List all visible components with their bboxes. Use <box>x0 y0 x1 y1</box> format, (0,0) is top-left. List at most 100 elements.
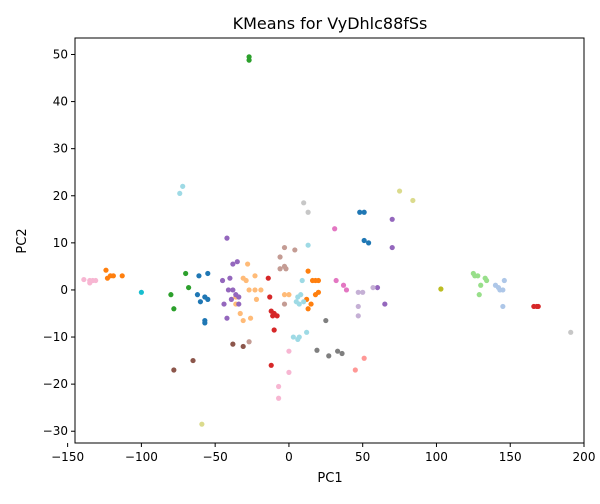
data-point-cluster-2 <box>119 273 125 279</box>
data-point-cluster-15 <box>301 200 307 206</box>
data-point-cluster-3 <box>243 277 249 284</box>
data-point-cluster-2 <box>110 273 116 279</box>
x-tick-label: 0 <box>285 450 293 464</box>
data-point-cluster-16 <box>438 286 444 292</box>
data-point-cluster-14 <box>339 350 345 357</box>
data-point-cluster-8 <box>236 294 242 300</box>
data-point-cluster-3 <box>252 273 258 279</box>
data-point-cluster-19 <box>301 299 307 305</box>
data-point-cluster-8 <box>236 301 242 307</box>
y-tick-label: −20 <box>43 377 68 391</box>
data-point-cluster-12 <box>333 277 339 284</box>
data-point-cluster-3 <box>245 261 251 267</box>
y-tick-label: 20 <box>53 189 68 203</box>
data-point-cluster-0 <box>205 296 211 302</box>
data-point-cluster-3 <box>253 296 260 302</box>
data-point-cluster-14 <box>326 353 332 359</box>
data-point-cluster-19 <box>290 334 296 340</box>
data-point-cluster-2 <box>308 301 314 307</box>
x-tick-label: 200 <box>573 450 596 464</box>
data-point-cluster-8 <box>219 277 226 284</box>
x-tick-label: −100 <box>125 450 158 464</box>
data-point-cluster-15 <box>305 209 311 215</box>
data-point-cluster-19 <box>296 334 302 340</box>
data-point-cluster-6 <box>274 313 280 319</box>
data-point-cluster-4 <box>168 292 174 298</box>
data-point-cluster-17 <box>199 421 205 427</box>
data-point-cluster-13 <box>93 277 99 284</box>
data-point-cluster-3 <box>247 315 254 321</box>
data-point-cluster-9 <box>355 289 361 295</box>
data-point-cluster-8 <box>224 235 230 241</box>
data-point-cluster-9 <box>370 284 376 291</box>
data-point-cluster-2 <box>103 267 109 273</box>
data-point-cluster-2 <box>315 277 322 284</box>
data-point-cluster-0 <box>361 237 367 244</box>
data-point-cluster-0 <box>194 292 201 298</box>
data-point-cluster-8 <box>221 301 227 307</box>
data-point-cluster-3 <box>286 292 292 298</box>
data-point-cluster-2 <box>305 306 311 312</box>
data-point-cluster-5 <box>475 273 481 279</box>
data-point-cluster-2 <box>305 268 311 274</box>
x-axis-ticks: −150 −100 −50 0 50 100 150 200 <box>51 443 595 464</box>
data-point-cluster-8 <box>389 244 395 251</box>
data-point-cluster-4 <box>186 284 192 291</box>
data-point-cluster-13 <box>81 276 87 283</box>
data-point-cluster-3 <box>252 287 258 293</box>
data-point-cluster-3 <box>237 310 243 317</box>
data-point-cluster-11 <box>283 266 289 272</box>
data-point-cluster-0 <box>361 209 367 215</box>
data-point-cluster-1 <box>500 303 506 310</box>
data-point-cluster-0 <box>205 270 211 277</box>
data-point-cluster-10 <box>240 343 246 350</box>
data-point-cluster-8 <box>382 301 388 307</box>
data-point-cluster-14 <box>335 348 341 354</box>
data-point-cluster-0 <box>197 299 204 305</box>
data-point-cluster-8 <box>228 296 234 302</box>
data-point-cluster-13 <box>87 277 93 284</box>
data-point-cluster-6 <box>271 327 277 333</box>
data-point-cluster-15 <box>568 329 574 335</box>
data-point-cluster-19 <box>299 277 305 284</box>
y-tick-label: 30 <box>53 142 68 156</box>
data-point-cluster-8 <box>230 287 236 293</box>
x-tick-label: −50 <box>202 450 227 464</box>
data-point-cluster-1 <box>495 284 502 291</box>
chart-title: KMeans for VyDhlc88fSs <box>233 14 428 33</box>
data-point-cluster-10 <box>171 367 177 373</box>
x-tick-label: 100 <box>425 450 448 464</box>
data-point-cluster-8 <box>224 315 230 321</box>
data-point-cluster-9 <box>355 313 361 319</box>
data-point-cluster-11 <box>281 244 288 251</box>
data-point-cluster-8 <box>227 275 233 281</box>
data-point-cluster-19 <box>177 190 183 197</box>
data-points <box>81 54 574 427</box>
data-point-cluster-7 <box>352 367 358 373</box>
data-point-cluster-11 <box>277 266 283 272</box>
data-point-cluster-14 <box>314 347 320 353</box>
x-axis-label: PC1 <box>317 471 342 486</box>
data-point-cluster-3 <box>258 287 264 293</box>
data-point-cluster-6 <box>267 294 273 300</box>
data-point-cluster-13 <box>276 395 282 401</box>
data-point-cluster-19 <box>305 242 311 248</box>
y-axis-label: PC2 <box>15 228 30 253</box>
data-point-cluster-4 <box>171 306 177 312</box>
data-point-cluster-19 <box>180 183 186 189</box>
data-point-cluster-0 <box>365 240 372 246</box>
data-point-cluster-6 <box>535 303 541 310</box>
data-point-cluster-11 <box>281 301 288 307</box>
y-tick-label: 50 <box>53 47 68 61</box>
data-point-cluster-4 <box>246 57 252 63</box>
data-point-cluster-19 <box>304 329 310 335</box>
x-tick-label: 50 <box>355 450 370 464</box>
data-point-cluster-10 <box>230 341 236 347</box>
data-point-cluster-6 <box>268 362 274 368</box>
data-point-cluster-9 <box>355 303 361 310</box>
y-tick-label: 10 <box>53 236 68 250</box>
data-point-cluster-11 <box>277 254 283 260</box>
data-point-cluster-4 <box>183 270 189 277</box>
data-point-cluster-12 <box>340 282 347 288</box>
